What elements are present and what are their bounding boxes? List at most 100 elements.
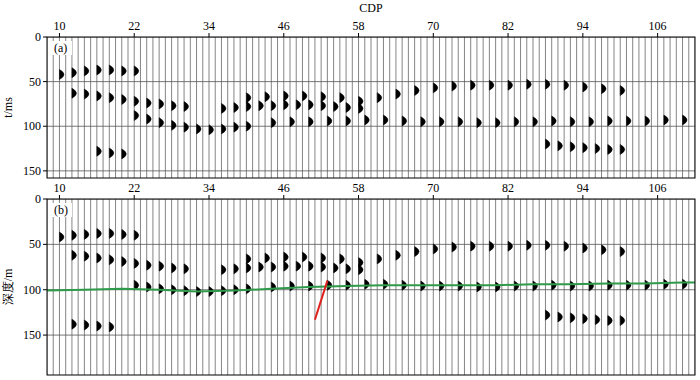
trace [115,199,116,375]
wavelet [122,257,126,267]
trace [520,199,521,375]
wavelet [334,102,339,112]
trace [339,37,340,178]
trace [71,37,72,178]
wavelet [545,79,550,89]
wavelet [309,100,314,110]
wavelet [683,115,688,125]
wavelet [396,89,401,99]
y-tick [43,81,47,82]
wavelet [246,93,251,103]
trace [557,199,558,375]
x-tick-label: 22 [128,181,140,195]
wavelet [589,117,594,127]
trace [582,37,583,178]
wavelet [683,279,688,289]
x-tick [433,33,434,37]
trace [533,37,534,178]
wavelet [246,263,251,273]
wavelet [290,117,295,127]
wavelet [84,320,89,330]
trace [177,37,178,178]
wavelet [340,93,345,103]
trace [265,199,266,375]
wavelet [514,117,519,127]
wavelet [284,261,289,271]
y-tick-label: 0 [35,192,41,206]
trace [495,37,496,178]
wavelet [84,66,89,76]
wavelet [122,94,126,104]
wavelet [664,279,669,289]
grid-line [47,244,695,245]
trace [489,37,490,178]
x-tick [209,33,210,37]
frame [47,199,695,375]
wavelet [477,118,482,128]
trace [59,199,60,375]
trace [614,37,615,178]
wavelet [383,115,388,125]
horizon-line [315,281,328,320]
wavelet [122,149,126,159]
wavelet [72,88,77,98]
trace [645,37,646,178]
trace [576,199,577,375]
trace [402,37,403,178]
y-axis-label: 深度/m [1,268,15,305]
wavelet [570,142,575,152]
wavelet [84,229,89,239]
trace [371,37,372,178]
wavelet [346,116,351,126]
x-tick-label: 70 [427,19,439,33]
trace [59,37,60,178]
wavelet [147,98,152,108]
trace [314,37,315,178]
trace [470,37,471,178]
trace [196,37,197,178]
wavelet [109,65,114,75]
trace [302,37,303,178]
trace [452,37,453,178]
wavelet [583,314,588,324]
wavelet [321,253,326,263]
wavelet [97,65,102,75]
wavelet [97,321,102,331]
wavelet [309,117,314,127]
wavelet [602,84,607,94]
plot-area [47,199,695,375]
x-tick [283,195,284,199]
wavelet [595,144,600,154]
trace [464,199,465,375]
trace [408,199,409,375]
trace [96,199,97,375]
wavelet [159,118,164,128]
trace [165,199,166,375]
trace [115,37,116,178]
trace [383,37,384,178]
trace [277,199,278,375]
y-tick-label: 0 [35,30,41,44]
wavelet [109,228,114,238]
x-tick-label: 58 [353,181,365,195]
trace [389,199,390,375]
wavelet [545,240,550,250]
trace [90,37,91,178]
wavelet [59,69,64,79]
wavelet [159,261,164,271]
y-tick-label: 100 [23,283,41,297]
x-tick-label: 10 [53,19,65,33]
trace [152,199,153,375]
trace [53,199,54,375]
x-tick-label: 46 [278,181,290,195]
trace [595,199,596,375]
x-tick [657,195,658,199]
trace [215,199,216,375]
trace [265,37,266,178]
trace [545,199,546,375]
wavelet [359,96,364,106]
wavelet [59,232,64,242]
wavelet [147,260,152,270]
x-tick-label: 34 [203,181,215,195]
panel-label: (b) [54,203,68,217]
